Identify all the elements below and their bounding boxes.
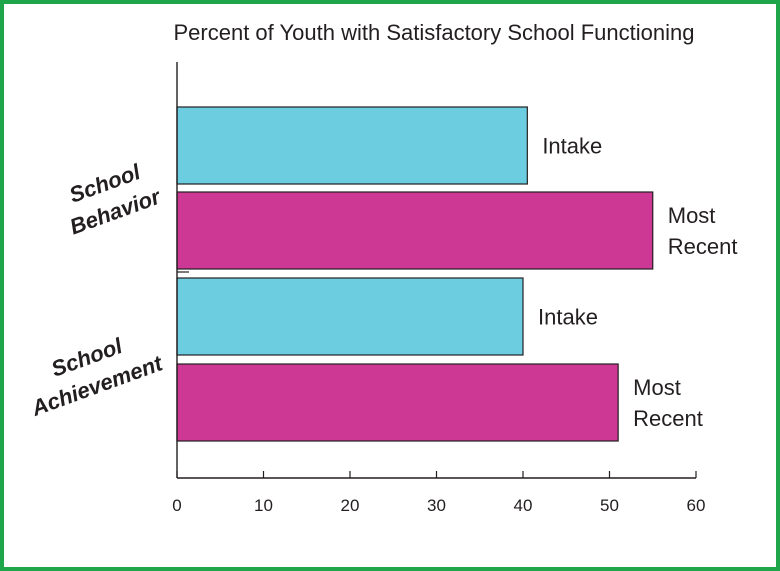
- group-label-0: SchoolBehavior: [56, 155, 165, 239]
- bar-1-1: [176, 363, 619, 442]
- bar-label-line: Most: [633, 375, 681, 400]
- x-tick-label: 10: [254, 496, 273, 515]
- bar-label-1-0: Intake: [538, 305, 598, 330]
- bar-0-0: [176, 106, 528, 185]
- bar-label-line: Recent: [668, 234, 738, 259]
- bar-label-line: Intake: [542, 134, 602, 159]
- bar-label-1-1: Most Recent: [633, 375, 703, 431]
- x-tick-label: 30: [427, 496, 446, 515]
- x-tick-label: 40: [514, 496, 533, 515]
- bar-label-line: Recent: [633, 406, 703, 431]
- bar-label-line: Most: [668, 203, 716, 228]
- bar-label-line: Intake: [538, 305, 598, 330]
- x-tick-label: 0: [172, 496, 181, 515]
- bar-label-0-1: Most Recent: [668, 203, 738, 259]
- chart-title: Percent of Youth with Satisfactory Schoo…: [174, 20, 695, 45]
- group-label-1: SchoolAchievement: [17, 322, 167, 421]
- bar-1-0: [176, 277, 524, 356]
- x-tick-label: 20: [341, 496, 360, 515]
- x-tick-label: 50: [600, 496, 619, 515]
- bar-label-0-0: Intake: [542, 134, 602, 159]
- bar-0-1: [176, 191, 654, 270]
- x-tick-label: 60: [687, 496, 706, 515]
